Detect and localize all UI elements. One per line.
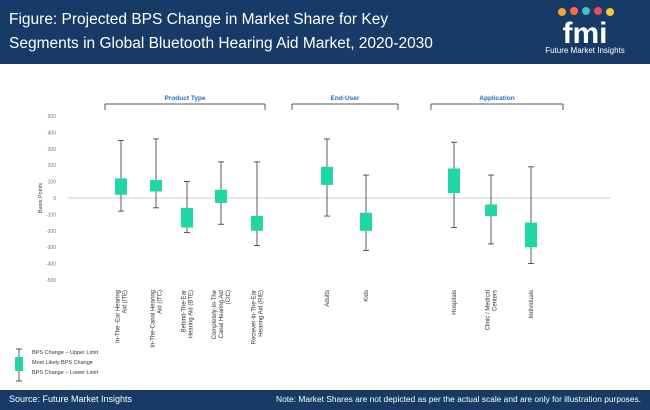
likely-range-box (251, 216, 263, 231)
category-label-line: In-The -Ear Hearing (116, 290, 122, 343)
category-label-line: Behind-The-Ear (182, 290, 188, 332)
y-tick-label: 100 (48, 180, 57, 186)
category-label-line: Reciever-In-The-Ear (252, 290, 258, 344)
category-label: In-The -Ear HearingAid (ITE) (116, 290, 129, 343)
category-label-line: Hospitals (452, 290, 458, 315)
source-text: Source: Future Market Insights (9, 394, 133, 404)
header-bar: Figure: Projected BPS Change in Market S… (0, 0, 650, 64)
likely-range-box (485, 204, 497, 217)
likely-range-box (115, 178, 127, 195)
group-label: Product Type (164, 95, 205, 102)
likely-range-box (215, 189, 227, 203)
figure-title: Figure: Projected BPS Change in Market S… (9, 11, 433, 52)
group-label: End-User (331, 95, 360, 102)
group-label: Application (479, 95, 514, 102)
likely-range-box (321, 166, 333, 185)
category-label-line: Individuals (529, 290, 535, 318)
category-label: Kids (364, 290, 370, 302)
y-tick-label: -500 (46, 278, 56, 284)
category-label: Behind-The-EarHearing Aid (BTE) (182, 290, 195, 338)
category-label-line: Centers (493, 290, 499, 311)
category-label: In-The-Canal HearingAid (ITC) (151, 290, 164, 348)
y-tick-label: 300 (48, 147, 57, 153)
chart-area: Basis Points 500 400 300 200 100 0 -100 -200 -300… (38, 95, 610, 348)
fmi-logo-mark: fmi (558, 7, 614, 50)
category-label-line: Aid (ITE) (123, 290, 129, 314)
category-label: Clinic / MedicalCenters (486, 290, 499, 330)
likely-range-box (150, 179, 162, 192)
category-label: Individuals (529, 290, 535, 318)
legend-upper-limit: BPS Change – Upper Limit (32, 350, 99, 356)
likely-range-box (448, 168, 460, 194)
legend-box-icon (15, 348, 23, 382)
y-tick-label: -200 (46, 229, 56, 235)
likely-range-box (525, 222, 537, 248)
category-label: Reciever-In-The-EarHearing Aid (RIE) (252, 290, 265, 344)
note-text: Note: Market Shares are not depicted as … (276, 394, 641, 404)
y-tick-label: -300 (46, 245, 56, 251)
fmi-logo: fmi Future Market Insights (530, 6, 640, 58)
category-label: Hospitals (452, 290, 458, 315)
category-label-line: Hearing Aid (BTE) (189, 290, 195, 338)
likely-range-box (181, 207, 193, 228)
footer-bar: Source: Future Market Insights Note: Mar… (0, 390, 650, 410)
category-label-line: Adults (325, 290, 331, 307)
logo-caption: Future Market Insights (545, 46, 625, 55)
y-axis-label: Basis Points (38, 183, 44, 214)
category-label-line: Aid (ITC) (158, 290, 164, 314)
svg-text:fmi: fmi (563, 17, 608, 46)
y-tick-label: 400 (48, 130, 57, 136)
y-tick-label: 0 (53, 196, 56, 202)
y-tick-label: -100 (46, 212, 56, 218)
category-label-line: Completely-In-The (212, 289, 218, 339)
legend-most-likely: Most Likely BPS Change (32, 360, 93, 366)
category-label-line: (CIC) (226, 290, 232, 304)
category-label-line: Canal Hearing Aid (219, 290, 225, 338)
legend: BPS Change – Upper Limit Most Likely BPS… (10, 348, 160, 382)
category-label: Adults (325, 290, 331, 307)
legend-lower-limit: BPS Change – Lower Limit (32, 370, 99, 376)
y-tick-label: 500 (48, 114, 57, 120)
likely-range-box (360, 212, 372, 231)
category-label-line: In-The-Canal Hearing (151, 290, 157, 348)
category-label: Completely-In-TheCanal Hearing Aid(CIC) (212, 289, 232, 339)
y-tick-label: 200 (48, 163, 57, 169)
category-label-line: Kids (364, 290, 370, 302)
category-label-line: Clinic / Medical (486, 290, 492, 330)
category-label-line: Hearing Aid (RIE) (259, 290, 265, 337)
y-tick-label: -400 (46, 262, 56, 268)
